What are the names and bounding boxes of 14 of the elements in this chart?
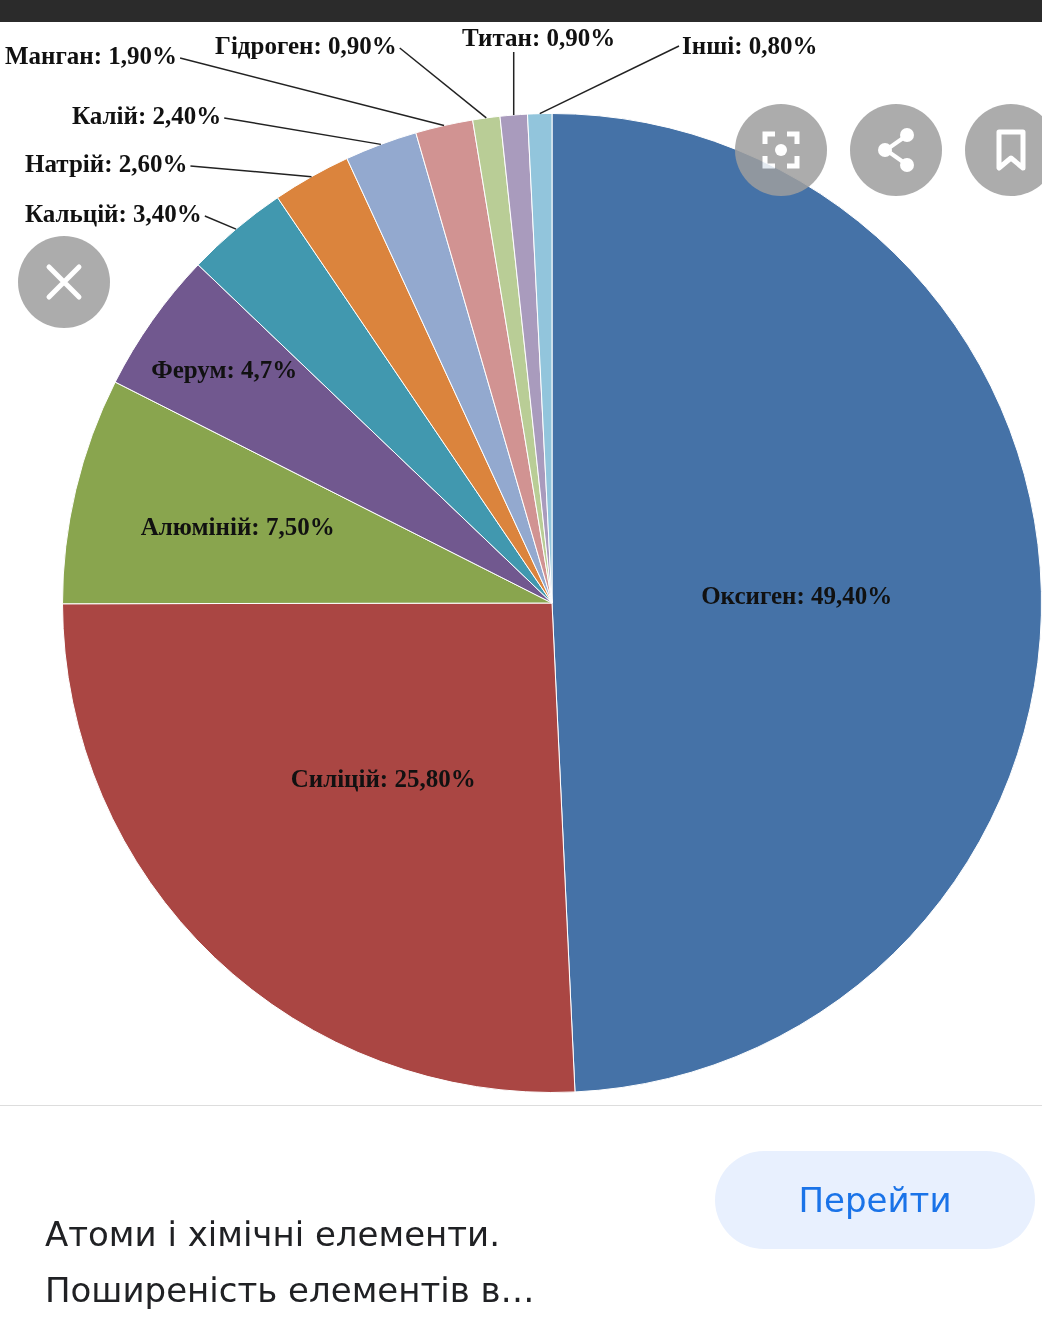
slice-label: Гідроген: 0,90% [215, 32, 397, 59]
slice-label: Кальцій: 3,40% [25, 200, 202, 227]
slice-label: Натрій: 2,60% [25, 150, 188, 177]
text: Поширеність елементів в… [45, 1269, 535, 1312]
slice-label: Калій: 2,40% [72, 102, 222, 129]
slice-label: Оксиген: 49,40% [701, 581, 893, 609]
slice-label: Манган: 1,90% [5, 42, 178, 69]
slice-label: Титан: 0,90% [462, 24, 616, 51]
slice-label: Ферум: 4,7% [151, 355, 298, 383]
text: Атоми і хімічні елементи. [45, 1213, 501, 1256]
slice-label: Алюміній: 7,50% [140, 512, 335, 540]
text: Перейти [715, 1151, 1035, 1249]
slice-label: Інші: 0,80% [682, 32, 818, 59]
slice-label: Силіцій: 25,80% [290, 764, 476, 792]
